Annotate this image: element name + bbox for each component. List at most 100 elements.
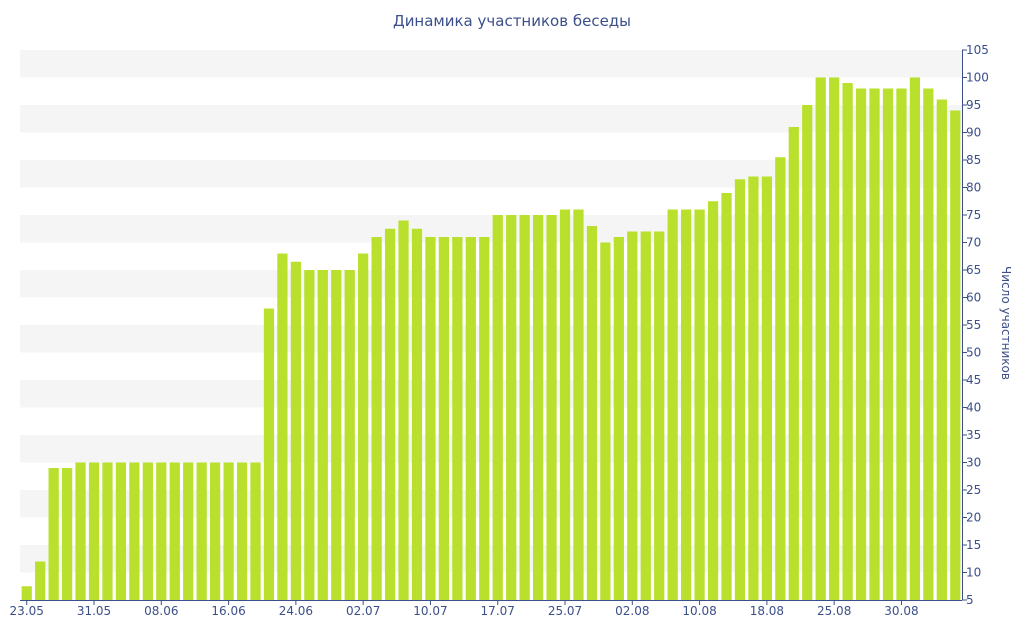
bar	[384, 228, 396, 600]
bar	[358, 253, 369, 600]
y-tick-label: 95	[966, 98, 981, 112]
bar	[438, 237, 450, 600]
y-tick-label: 75	[966, 208, 981, 222]
bar	[896, 88, 907, 600]
bar	[290, 261, 301, 600]
x-tick-label: 30.08	[884, 604, 918, 618]
bar	[734, 179, 746, 600]
bar	[707, 201, 719, 600]
y-tick-label: 15	[966, 538, 981, 552]
x-tick-label: 10.08	[682, 604, 716, 618]
bar	[398, 220, 409, 600]
bar	[277, 253, 288, 600]
x-tick-label: 31.05	[77, 604, 111, 618]
bar	[479, 237, 490, 600]
x-tick-label: 23.05	[10, 604, 44, 618]
bar	[559, 209, 571, 600]
bar	[600, 242, 611, 600]
bar	[35, 561, 46, 600]
bar	[923, 88, 934, 600]
bar	[802, 105, 813, 600]
grid-band	[20, 50, 962, 78]
bar	[236, 462, 248, 600]
y-tick-label: 35	[966, 428, 981, 442]
bar	[909, 77, 921, 600]
bar	[654, 231, 665, 600]
bar	[196, 462, 207, 600]
bar	[156, 462, 167, 600]
x-tick-label: 18.08	[750, 604, 784, 618]
bar	[869, 88, 880, 600]
bar	[317, 270, 328, 600]
bar	[506, 215, 517, 600]
bar	[829, 77, 840, 600]
bar	[761, 176, 772, 600]
bar	[519, 215, 530, 600]
y-tick-label: 45	[966, 373, 981, 387]
bar	[748, 176, 759, 600]
y-tick-label: 25	[966, 483, 981, 497]
bar	[344, 270, 355, 600]
bar	[183, 462, 194, 600]
y-tick-label: 40	[966, 401, 981, 415]
bar	[75, 462, 86, 600]
bar	[492, 215, 503, 600]
bar	[546, 215, 557, 600]
bar	[411, 228, 423, 600]
bar	[627, 231, 638, 600]
x-tick-label: 16.06	[211, 604, 245, 618]
bar	[640, 231, 651, 600]
y-tick-label: 80	[966, 181, 981, 195]
bar	[371, 237, 382, 600]
x-tick-label: 02.08	[615, 604, 649, 618]
x-tick-label: 02.07	[346, 604, 380, 618]
x-tick-label: 24.06	[279, 604, 313, 618]
bar	[102, 462, 113, 600]
bar	[882, 88, 894, 600]
bar	[950, 110, 961, 600]
bar	[694, 209, 705, 600]
x-tick-label: 17.07	[481, 604, 515, 618]
bar	[223, 462, 234, 600]
y-tick-label: 5	[966, 593, 974, 607]
y-tick-label: 105	[966, 43, 989, 57]
y-tick-label: 85	[966, 153, 981, 167]
y-tick-label: 70	[966, 236, 981, 250]
bar	[250, 462, 261, 600]
x-tick-label: 08.06	[144, 604, 178, 618]
bar	[465, 237, 476, 600]
y-tick-label: 90	[966, 126, 981, 140]
bar	[115, 462, 127, 600]
x-tick-label: 10.07	[413, 604, 447, 618]
y-tick-label: 50	[966, 346, 981, 360]
bar	[815, 77, 826, 600]
y-tick-label: 10	[966, 566, 981, 580]
bar	[667, 209, 678, 600]
bar	[775, 157, 786, 600]
bar	[48, 468, 59, 600]
bar	[936, 99, 947, 600]
x-tick-label: 25.08	[817, 604, 851, 618]
y-tick-label: 55	[966, 318, 981, 332]
bar	[142, 462, 153, 600]
y-tick-label: 60	[966, 291, 981, 305]
bar	[425, 237, 436, 600]
bar	[788, 127, 799, 600]
y-tick-label: 30	[966, 456, 981, 470]
bar	[210, 462, 221, 600]
bar	[169, 462, 180, 600]
bar	[532, 215, 544, 600]
x-tick-label: 25.07	[548, 604, 582, 618]
bar	[452, 237, 463, 600]
bar	[88, 462, 100, 600]
bar	[721, 193, 732, 600]
bar	[61, 468, 73, 600]
bar	[613, 237, 624, 600]
bar	[573, 209, 584, 600]
y-tick-label: 100	[966, 71, 989, 85]
bar	[129, 462, 140, 600]
bar	[304, 270, 315, 600]
bar	[855, 88, 867, 600]
y-tick-label: 20	[966, 511, 981, 525]
